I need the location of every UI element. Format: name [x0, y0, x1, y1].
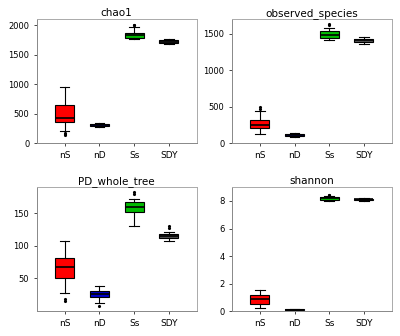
PathPatch shape	[320, 31, 339, 38]
PathPatch shape	[124, 33, 144, 38]
PathPatch shape	[159, 234, 178, 238]
Title: observed_species: observed_species	[266, 8, 358, 19]
PathPatch shape	[320, 197, 339, 200]
PathPatch shape	[90, 124, 109, 126]
Title: PD_whole_tree: PD_whole_tree	[78, 176, 155, 187]
PathPatch shape	[159, 40, 178, 43]
PathPatch shape	[124, 202, 144, 212]
PathPatch shape	[354, 199, 374, 200]
PathPatch shape	[55, 258, 74, 279]
Title: shannon: shannon	[290, 176, 334, 186]
PathPatch shape	[250, 120, 269, 128]
PathPatch shape	[285, 309, 304, 310]
PathPatch shape	[55, 105, 74, 122]
PathPatch shape	[90, 292, 109, 297]
PathPatch shape	[354, 39, 374, 42]
PathPatch shape	[285, 134, 304, 136]
PathPatch shape	[250, 295, 269, 304]
Title: chao1: chao1	[101, 8, 133, 18]
